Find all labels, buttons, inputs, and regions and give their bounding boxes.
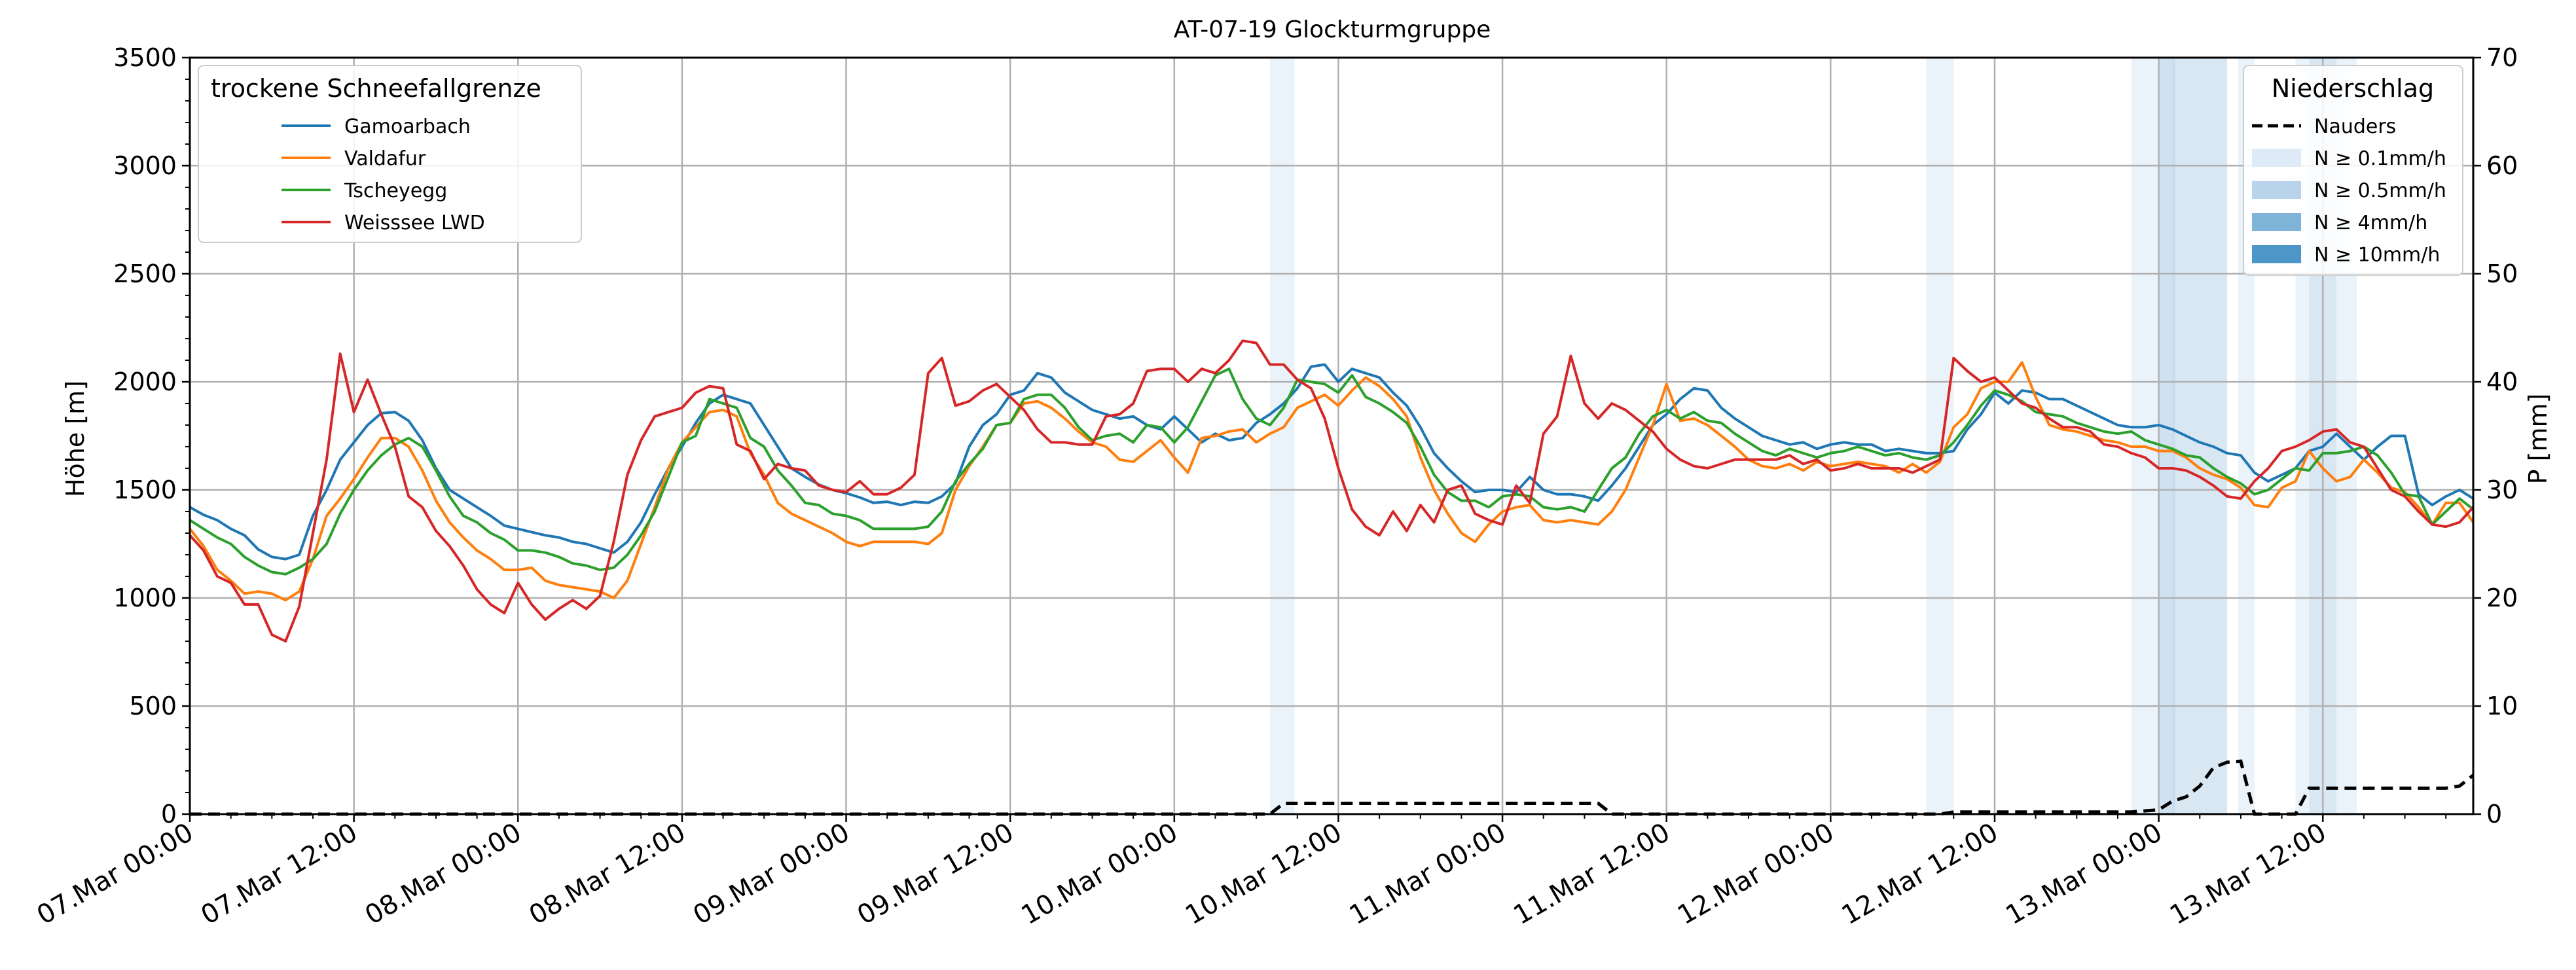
- series-line-gamoarbach: [189, 363, 2475, 561]
- y2-tick-label: 50: [2486, 259, 2518, 288]
- legend-niederschlag: Niederschlag Nauders N ≥ 0.1mm/h N ≥ 0.5mm/…: [2243, 65, 2463, 276]
- y2-tick-label: 70: [2486, 43, 2518, 72]
- series-line-weisssee-lwd: [189, 339, 2475, 643]
- legend-entry: N ≥ 4mm/h: [2314, 212, 2427, 234]
- y2-tick-label: 10: [2486, 692, 2518, 720]
- chart-title: AT-07-19 Glockturmgruppe: [1174, 16, 1491, 43]
- legend-entry: Gamoarbach: [344, 115, 471, 138]
- legend-box: [198, 65, 582, 243]
- y-axis-label: Höhe [m]: [61, 381, 90, 497]
- legend-entry: Valdafur: [344, 147, 426, 170]
- legend-entry: Tscheyegg: [344, 179, 447, 202]
- y-tick-label: 2500: [113, 259, 177, 288]
- y2-tick-label: 60: [2486, 151, 2518, 180]
- plot-frame: [189, 56, 2475, 815]
- legend-entry: Nauders: [2314, 115, 2396, 138]
- y2-tick-label: 20: [2486, 584, 2518, 612]
- y2-tick-label: 40: [2486, 367, 2518, 396]
- y-tick-label: 500: [129, 692, 177, 720]
- y-tick-label: 3500: [113, 43, 177, 72]
- series-line-tscheyegg: [189, 367, 2475, 576]
- legend-swatch: [2252, 245, 2301, 263]
- legend-swatch: [2252, 213, 2301, 231]
- precip-band: [1270, 58, 1295, 814]
- y-tick-label: 1000: [113, 584, 177, 612]
- y-tick-label: 2000: [113, 367, 177, 396]
- legend-swatch: [2252, 181, 2301, 199]
- legend-entry: Weisssee LWD: [344, 212, 485, 234]
- legend-title: trockene Schneefallgrenze: [211, 74, 541, 103]
- y2-tick-label: 0: [2486, 800, 2502, 829]
- legend-entry: N ≥ 0.1mm/h: [2314, 147, 2446, 170]
- precip-line-nauders: [190, 759, 2475, 816]
- y-tick-label: 3000: [113, 151, 177, 180]
- legend-entry: N ≥ 10mm/h: [2314, 244, 2440, 267]
- series-line-valdafur: [189, 361, 2475, 602]
- legend-schneefallgrenze: trockene Schneefallgrenze Gamoarbach Valda…: [198, 65, 582, 243]
- legend-title: Niederschlag: [2272, 74, 2434, 103]
- y2-axis-label: P [mm]: [2524, 394, 2552, 485]
- y2-tick-label: 30: [2486, 476, 2518, 504]
- legend-entry: N ≥ 0.5mm/h: [2314, 179, 2446, 202]
- legend-swatch: [2252, 149, 2301, 167]
- y-tick-label: 0: [161, 800, 177, 829]
- y-tick-label: 1500: [113, 476, 177, 504]
- precip-band: [2172, 58, 2228, 814]
